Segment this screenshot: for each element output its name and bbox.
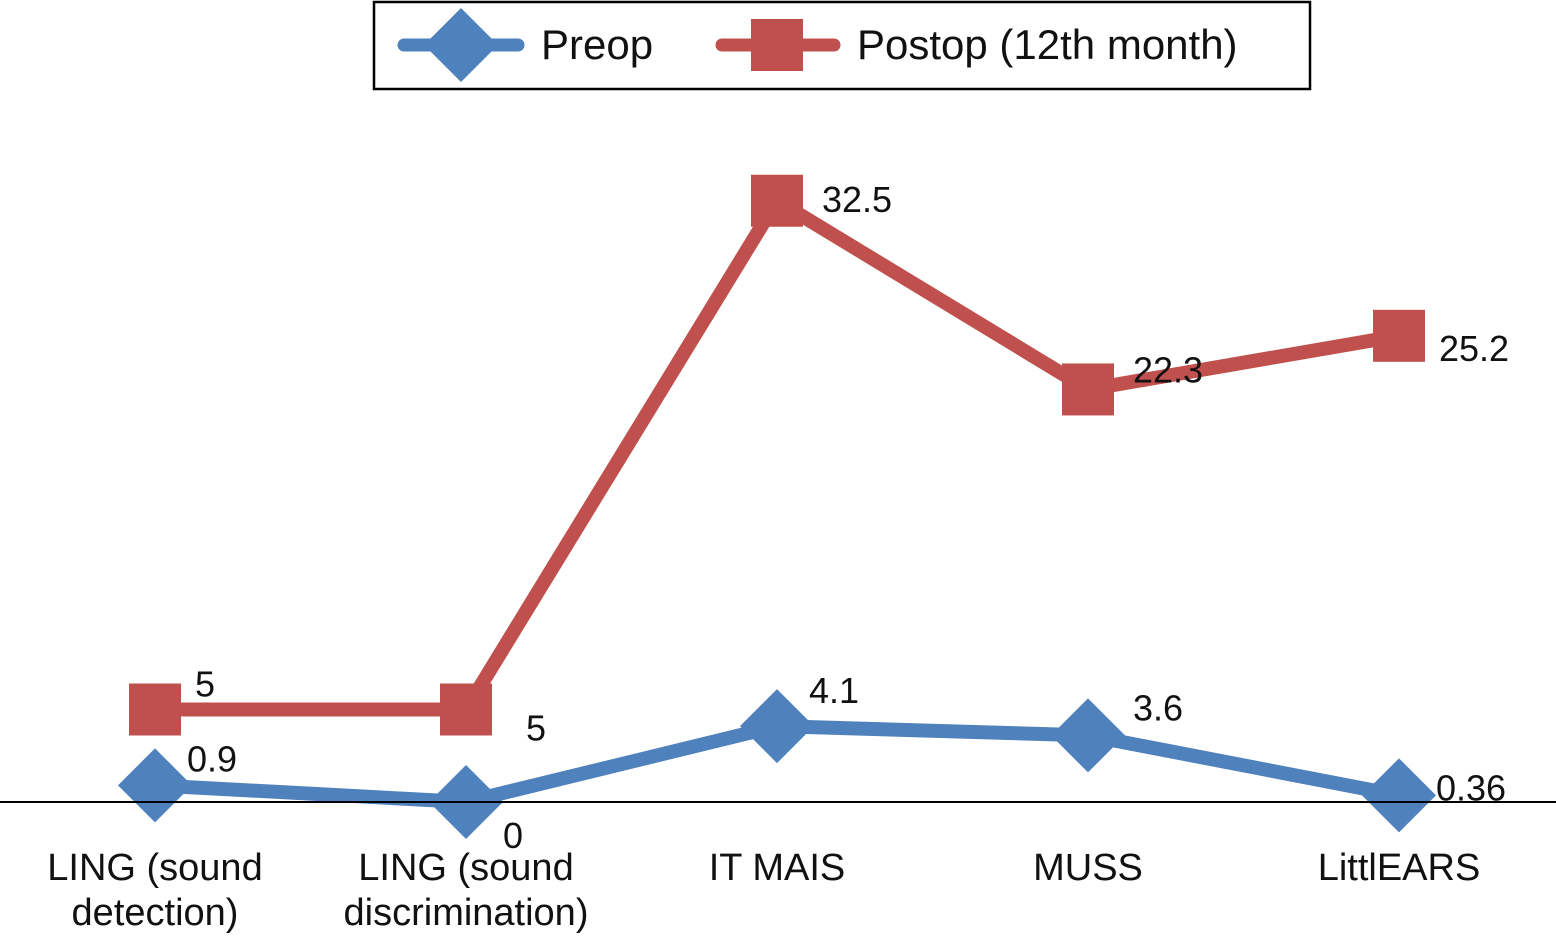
x-tick-label: LING (sound detection) [47, 847, 262, 934]
data-point-square [440, 683, 492, 736]
data-label: 5 [195, 664, 215, 705]
legend-label: Preop [541, 21, 653, 68]
data-point-square [1062, 363, 1114, 416]
data-point-square [751, 174, 803, 227]
legend: Preop Postop (12th month) [372, 0, 1312, 91]
data-label: 0.9 [187, 738, 237, 779]
data-point-square [129, 683, 181, 736]
data-point-diamond [1051, 698, 1125, 773]
data-label: 0 [503, 815, 523, 856]
x-axis: LING (sound detection) LING (sound discrimi… [0, 801, 1556, 934]
legend-item: Preop [397, 8, 653, 82]
legend-item: Postop (12th month) [715, 19, 1238, 71]
data-point-square [1373, 309, 1425, 362]
legend-marker-square [751, 19, 803, 71]
data-label: 4.1 [809, 670, 859, 711]
data-label: 25.2 [1439, 328, 1509, 369]
data-label: 5 [526, 708, 546, 749]
legend-frame [372, 0, 1312, 91]
series-line [155, 193, 1401, 717]
x-tick-label: IT MAIS [709, 847, 846, 889]
data-label: 32.5 [822, 179, 892, 220]
legend-label: Postop (12th month) [857, 21, 1238, 68]
x-tick-label: MUSS [1033, 847, 1143, 889]
x-tick-label: LING (sound discrimination) [344, 847, 589, 934]
series-postop-12th-month: 5 5 32.5 22.3 25.2 [129, 174, 1509, 749]
series-preop: 0.904.1 3.60.36 [118, 670, 1506, 856]
data-point-diamond [740, 689, 814, 764]
data-point-diamond [118, 748, 192, 823]
data-label: 22.3 [1133, 349, 1203, 390]
x-tick-label: LittlEARS [1318, 847, 1481, 889]
data-point-diamond [1362, 758, 1436, 833]
legend-marker-diamond [424, 8, 498, 82]
data-label: 3.6 [1133, 687, 1183, 728]
